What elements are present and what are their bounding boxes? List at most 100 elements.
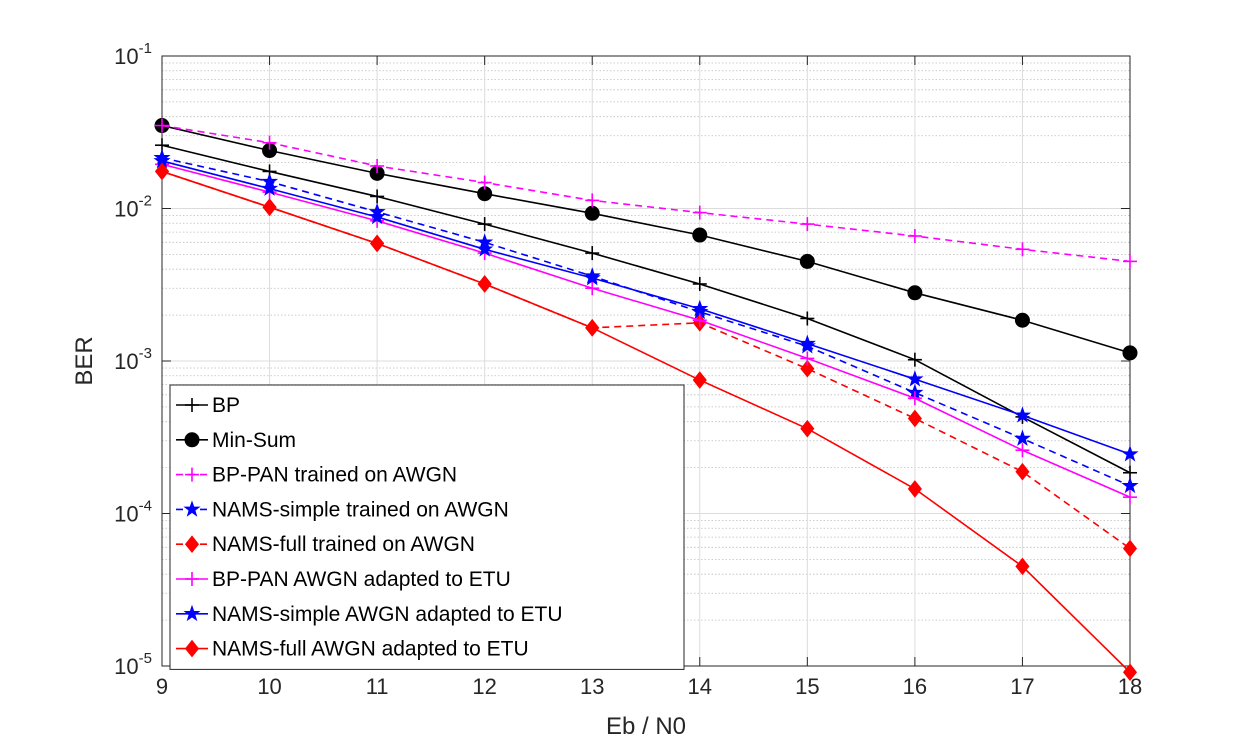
plus-marker — [692, 276, 707, 291]
star-marker — [260, 179, 279, 196]
circle-marker — [184, 432, 200, 448]
legend-entry: NAMS-simple AWGN adapted to ETU — [176, 603, 563, 626]
y-tick-label: 10-5 — [114, 650, 152, 679]
series-6 — [153, 151, 1139, 462]
diamond-marker — [1122, 663, 1138, 682]
y-axis-title: BER — [71, 336, 98, 385]
legend-box — [169, 384, 685, 670]
y-tick-label: 10-4 — [114, 498, 152, 527]
y-tick-label: 10-2 — [114, 193, 152, 222]
diamond-marker — [907, 480, 922, 498]
diamond-marker — [585, 319, 600, 337]
x-tick-label: 17 — [1010, 674, 1034, 699]
plus-marker — [155, 118, 169, 133]
series-line — [161, 170, 1131, 673]
legend: BP Min-Sum BP-PAN trained on AWGN NAMS-simp… — [169, 384, 685, 670]
plus-marker — [907, 391, 922, 406]
plus-marker — [692, 313, 707, 328]
circle-marker — [799, 253, 815, 269]
plus-marker — [370, 158, 385, 173]
x-tick-label: 12 — [472, 674, 496, 699]
star-marker — [798, 334, 816, 351]
circle-marker — [907, 285, 923, 301]
diamond-marker — [1122, 539, 1138, 558]
star-marker — [583, 269, 601, 286]
legend-label: BP-PAN trained on AWGN — [212, 464, 457, 487]
x-tick-label: 14 — [688, 674, 712, 699]
series-line — [161, 144, 1131, 474]
circle-marker — [1014, 312, 1030, 328]
legend-entry: NAMS-simple trained on AWGN — [176, 498, 509, 521]
plus-marker — [907, 352, 922, 367]
legend-label: BP — [212, 394, 240, 417]
series-line — [161, 163, 1131, 498]
plus-marker — [800, 311, 815, 326]
plus-marker — [185, 398, 199, 412]
series-line — [161, 124, 1131, 354]
star-marker — [906, 370, 924, 387]
x-tick-label: 16 — [903, 674, 927, 699]
x-tick-label: 9 — [156, 674, 168, 699]
diamond-marker — [692, 371, 707, 389]
circle-marker — [584, 205, 600, 221]
legend-entry: BP — [176, 394, 240, 417]
diamond-marker — [154, 162, 170, 181]
legend-entry: BP-PAN AWGN adapted to ETU — [176, 568, 511, 591]
x-tick-label: 13 — [580, 674, 604, 699]
plus-marker — [477, 175, 492, 190]
legend-entry: NAMS-full trained on AWGN — [176, 533, 475, 556]
legend-label: NAMS-simple trained on AWGN — [212, 498, 509, 521]
star-marker — [368, 207, 386, 225]
plus-marker — [370, 189, 385, 204]
legend-entry: Min-Sum — [176, 429, 296, 452]
circle-marker — [692, 227, 708, 243]
series-line — [161, 160, 1131, 455]
star-marker — [691, 299, 709, 317]
star-marker — [1121, 445, 1139, 462]
plus-marker — [585, 281, 600, 296]
x-tick-label: 10 — [257, 674, 281, 699]
plus-marker — [800, 351, 815, 366]
diamond-marker — [262, 198, 277, 216]
series-2 — [155, 118, 1137, 269]
plus-marker — [585, 246, 600, 261]
legend-label: Min-Sum — [212, 429, 296, 452]
plus-marker — [262, 135, 277, 150]
diamond-marker — [184, 639, 200, 658]
diamond-marker — [800, 359, 815, 378]
star-marker — [183, 604, 201, 622]
y-tick-label: 10-1 — [114, 40, 152, 69]
x-tick-label: 11 — [366, 674, 389, 699]
diamond-marker — [1015, 557, 1030, 576]
plus-marker — [1015, 443, 1030, 458]
plus-marker — [1123, 490, 1137, 505]
star-marker — [1121, 476, 1139, 494]
legend-label: NAMS-full AWGN adapted to ETU — [212, 638, 529, 661]
diamond-marker — [800, 419, 815, 438]
diamond-marker — [184, 535, 200, 554]
series-7 — [154, 162, 1138, 682]
series-5 — [155, 157, 1137, 505]
plus-marker — [1123, 254, 1137, 269]
legend-entry: BP-PAN trained on AWGN — [176, 464, 457, 487]
series-lines — [153, 118, 1139, 682]
diamond-marker — [907, 409, 922, 428]
plus-marker — [907, 229, 922, 244]
legend-entry: NAMS-full AWGN adapted to ETU — [176, 638, 529, 661]
star-marker — [1013, 406, 1032, 423]
diamond-marker — [1015, 462, 1030, 481]
plus-marker — [585, 193, 600, 208]
plus-marker — [1015, 242, 1030, 257]
x-axis-title: Eb / N0 — [606, 713, 686, 740]
y-tick-label: 10-3 — [114, 345, 152, 374]
star-marker — [476, 240, 494, 257]
legend-label: NAMS-full trained on AWGN — [212, 533, 475, 556]
star-marker — [183, 500, 201, 517]
legend-label: BP-PAN AWGN adapted to ETU — [212, 568, 511, 591]
circle-marker — [1122, 345, 1138, 361]
diamond-marker — [370, 234, 385, 253]
plus-marker — [477, 217, 492, 232]
legend-label: NAMS-simple AWGN adapted to ETU — [212, 603, 563, 626]
